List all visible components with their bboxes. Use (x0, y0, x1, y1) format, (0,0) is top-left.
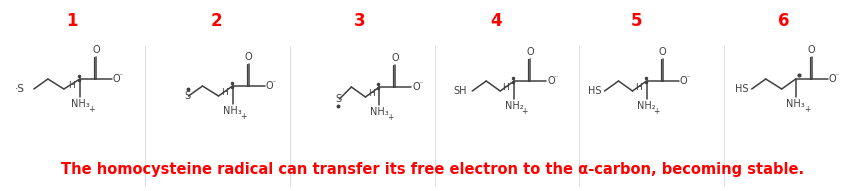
Text: O: O (547, 76, 555, 86)
Text: NH₃: NH₃ (70, 99, 89, 109)
Text: +: + (387, 113, 394, 122)
Text: +: + (521, 107, 527, 116)
Text: H: H (368, 89, 374, 98)
Text: +: + (804, 105, 810, 114)
Text: O: O (412, 82, 420, 92)
Text: 2: 2 (210, 12, 223, 30)
Text: NH₃: NH₃ (786, 99, 805, 109)
Text: ⁻: ⁻ (553, 74, 558, 83)
Text: ⁻: ⁻ (418, 79, 423, 88)
Text: 4: 4 (490, 12, 502, 30)
Text: ⁻: ⁻ (272, 79, 276, 87)
Text: ⁻: ⁻ (686, 74, 690, 83)
Text: 1: 1 (66, 12, 78, 30)
Text: O: O (829, 74, 837, 84)
Text: ⁻: ⁻ (119, 71, 123, 80)
Text: 3: 3 (353, 12, 365, 30)
Text: O: O (527, 47, 534, 57)
Text: NH₂: NH₂ (505, 101, 524, 111)
Text: O: O (113, 74, 120, 84)
Text: O: O (92, 45, 100, 55)
Text: SH: SH (454, 86, 468, 96)
Text: O: O (659, 47, 666, 57)
Text: NH₃: NH₃ (223, 106, 242, 116)
Text: +: + (654, 107, 660, 116)
Text: ⁻: ⁻ (835, 71, 839, 80)
Text: NH₃: NH₃ (370, 107, 389, 117)
Text: H: H (221, 88, 228, 97)
Text: O: O (266, 81, 273, 91)
Text: The homocysteine radical can transfer its free electron to the α-carbon, becomin: The homocysteine radical can transfer it… (61, 162, 805, 177)
Text: H: H (635, 83, 642, 92)
Text: H: H (68, 81, 74, 90)
Text: 6: 6 (778, 12, 790, 30)
Text: O: O (680, 76, 687, 86)
Text: +: + (87, 105, 94, 114)
Text: ·S: ·S (15, 84, 25, 94)
Text: H: H (502, 83, 509, 92)
Text: S: S (335, 94, 341, 104)
Text: NH₂: NH₂ (637, 101, 656, 111)
Text: +: + (241, 112, 247, 121)
Text: HS: HS (735, 84, 749, 94)
Text: HS: HS (588, 86, 602, 96)
Text: O: O (808, 45, 816, 55)
Text: S: S (184, 91, 191, 101)
Text: 5: 5 (630, 12, 643, 30)
Text: O: O (391, 53, 399, 63)
Text: O: O (245, 52, 252, 62)
